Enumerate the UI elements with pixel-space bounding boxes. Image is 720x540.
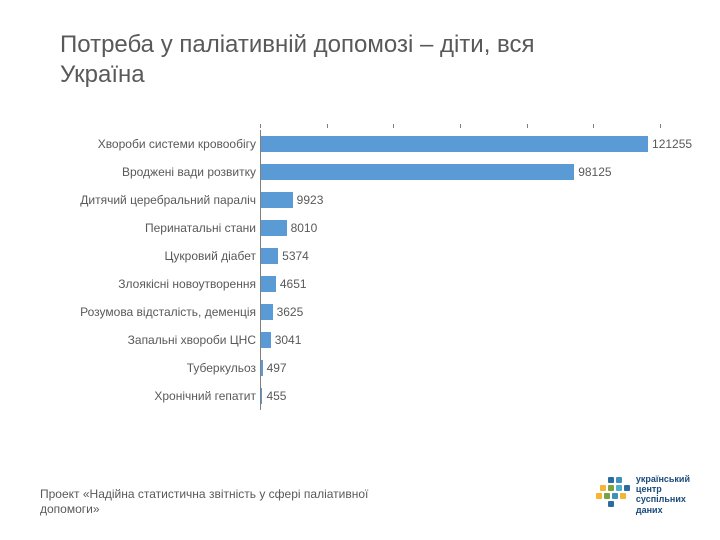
category-label: Туберкульоз (60, 361, 260, 375)
bar (261, 248, 278, 264)
category-label: Запальні хвороби ЦНС (60, 333, 260, 347)
logo-line: центр (636, 484, 690, 494)
logo-line: даних (636, 505, 690, 515)
axis-tick (393, 124, 394, 128)
axis-tick (260, 124, 261, 128)
plot-area: 8010 (260, 214, 660, 242)
bar (261, 192, 293, 208)
bar (261, 388, 262, 404)
chart-row: Цукровий діабет 5374 (60, 242, 660, 270)
category-label: Вроджені вади розвитку (60, 165, 260, 179)
bar-chart: Хвороби системи кровообігу121255Вроджені… (60, 130, 660, 410)
value-label: 5374 (282, 249, 309, 263)
value-label: 121255 (652, 137, 692, 151)
chart-row: Дитячий церебральний параліч 9923 (60, 186, 660, 214)
value-label: 3625 (277, 305, 304, 319)
plot-area: 4651 (260, 270, 660, 298)
value-label: 497 (267, 361, 287, 375)
category-label: Дитячий церебральний параліч (60, 193, 260, 207)
chart-row: Запальні хвороби ЦНС 3041 (60, 326, 660, 354)
plot-area: 9923 (260, 186, 660, 214)
chart-row: Хвороби системи кровообігу121255 (60, 130, 660, 158)
value-label: 9923 (297, 193, 324, 207)
plot-area: 455 (260, 382, 660, 410)
bar (261, 304, 273, 320)
value-label: 98125 (578, 165, 611, 179)
plot-area: 121255 (260, 130, 660, 158)
chart-row: Хронічний гепатит 455 (60, 382, 660, 410)
axis-tick (327, 124, 328, 128)
plot-area: 3041 (260, 326, 660, 354)
category-label: Перинатальні стани (60, 221, 260, 235)
category-label: Хвороби системи кровообігу (60, 137, 260, 151)
bar (261, 136, 648, 152)
category-label: Розумова відсталість, деменція (60, 305, 260, 319)
logo-mark-icon (596, 477, 630, 511)
logo: український центр суспільних даних (596, 474, 690, 515)
value-label: 8010 (291, 221, 318, 235)
bar (261, 332, 271, 348)
chart-row: Туберкульоз 497 (60, 354, 660, 382)
logo-line: суспільних (636, 494, 690, 504)
value-label: 3041 (275, 333, 302, 347)
value-label: 455 (266, 389, 286, 403)
plot-area: 5374 (260, 242, 660, 270)
bar (261, 220, 287, 236)
logo-text: український центр суспільних даних (636, 474, 690, 515)
bar (261, 276, 276, 292)
category-label: Хронічний гепатит (60, 389, 260, 403)
chart-row: Перинатальні стани 8010 (60, 214, 660, 242)
bar (261, 164, 574, 180)
footer-text: Проект «Надійна статистична звітність у … (40, 487, 420, 518)
chart-row: Розумова відсталість, деменція 3625 (60, 298, 660, 326)
logo-line: український (636, 474, 690, 484)
axis-tick (660, 124, 661, 128)
slide: Потреба у паліативній допомозі – діти, в… (0, 0, 720, 540)
chart-row: Злоякісні новоутворення 4651 (60, 270, 660, 298)
category-label: Цукровий діабет (60, 249, 260, 263)
plot-area: 3625 (260, 298, 660, 326)
axis-tick (527, 124, 528, 128)
plot-area: 497 (260, 354, 660, 382)
axis-tick (460, 124, 461, 128)
value-label: 4651 (280, 277, 307, 291)
chart-row: Вроджені вади розвитку 98125 (60, 158, 660, 186)
category-label: Злоякісні новоутворення (60, 277, 260, 291)
plot-area: 98125 (260, 158, 660, 186)
axis-tick (593, 124, 594, 128)
page-title: Потреба у паліативній допомозі – діти, в… (60, 30, 620, 90)
bar (261, 360, 263, 376)
